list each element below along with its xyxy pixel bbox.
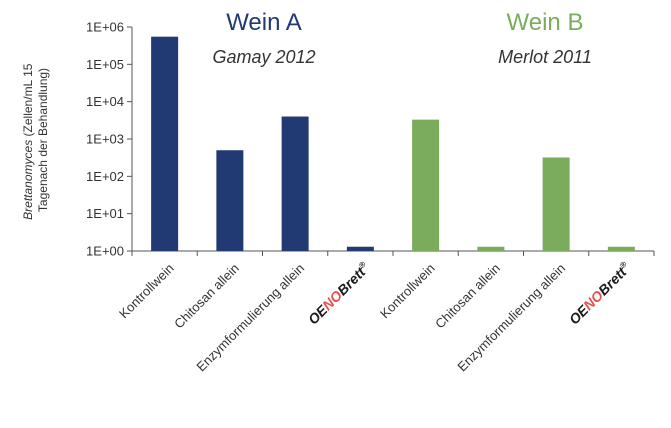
x-tick-label: Kontrollwein: [116, 261, 177, 322]
y-axis-label-rest: (Zellen/mL 15: [21, 63, 35, 140]
group-title: Wein A: [226, 9, 302, 36]
bar: [151, 36, 179, 251]
x-tick-label: Chitosan allein: [171, 261, 242, 332]
x-tick-label: Kontrollwein: [377, 261, 438, 322]
y-axis-label-italic: Brettanomyces: [21, 140, 35, 220]
bar: [607, 246, 635, 251]
y-tick-label: 1E+01: [86, 206, 124, 221]
y-tick-label: 1E+04: [86, 94, 124, 109]
group-subtitle: Gamay 2012: [212, 47, 315, 67]
bar: [216, 150, 244, 251]
x-tick-label: OENOBrett®: [566, 260, 634, 328]
group-title: Wein B: [507, 9, 584, 36]
x-tick-label: Enzymformulierung allein: [454, 261, 568, 375]
bar: [477, 246, 505, 251]
y-axis-label-line2: Tagenach der Behandlung): [36, 68, 50, 212]
bar: [542, 157, 570, 251]
y-axis-label: Brettanomyces (Zellen/mL 15 Tagenach der…: [21, 60, 50, 220]
y-tick-label: 1E+03: [86, 132, 124, 147]
bar: [346, 246, 374, 251]
bar: [281, 116, 309, 251]
y-tick-label: 1E+06: [86, 20, 124, 35]
y-tick-label: 1E+05: [86, 57, 124, 72]
x-tick-label: Enzymformulierung allein: [193, 261, 307, 375]
x-tick-label: OENOBrett®: [305, 260, 373, 328]
x-tick-label: Chitosan allein: [432, 261, 503, 332]
y-tick-label: 1E+00: [86, 244, 124, 259]
group-subtitle: Merlot 2011: [498, 47, 592, 67]
y-tick-label: 1E+02: [86, 169, 124, 184]
bar: [412, 119, 440, 251]
